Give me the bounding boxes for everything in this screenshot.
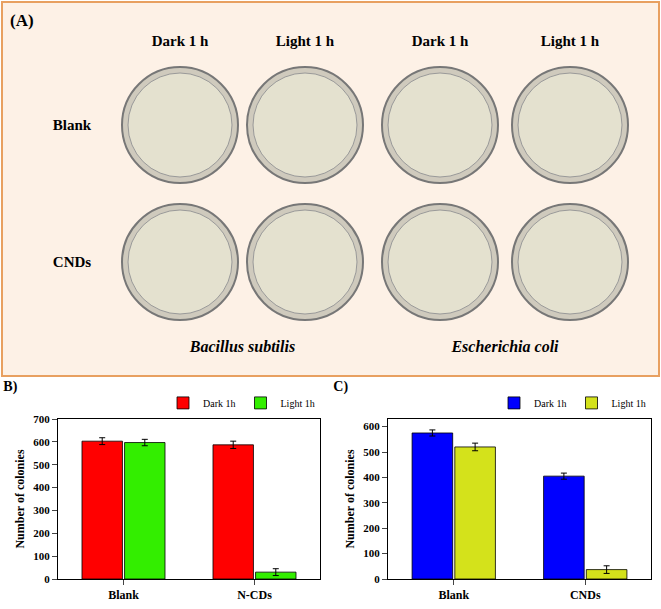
svg-text:C): C): [333, 379, 348, 395]
svg-text:200: 200: [363, 522, 380, 534]
svg-text:CNDs: CNDs: [53, 254, 91, 270]
svg-text:Light 1 h: Light 1 h: [276, 33, 335, 49]
svg-text:Dark 1 h: Dark 1 h: [412, 33, 469, 49]
svg-text:Bacillus subtilis: Bacillus subtilis: [189, 338, 295, 355]
svg-text:CNDs: CNDs: [570, 588, 601, 602]
svg-text:400: 400: [33, 481, 50, 493]
svg-text:(A): (A): [10, 11, 34, 30]
svg-text:0: 0: [44, 573, 50, 585]
svg-text:Number of colonies: Number of colonies: [343, 449, 357, 548]
svg-text:500: 500: [363, 446, 380, 458]
svg-text:100: 100: [363, 547, 380, 559]
svg-text:Dark 1h: Dark 1h: [534, 398, 567, 409]
svg-text:B): B): [3, 379, 17, 395]
svg-text:Blank: Blank: [438, 588, 469, 602]
svg-text:Escherichia coli: Escherichia coli: [450, 338, 559, 355]
svg-text:0: 0: [374, 573, 380, 585]
svg-text:100: 100: [33, 550, 50, 562]
svg-text:Light 1h: Light 1h: [612, 398, 646, 409]
svg-text:300: 300: [33, 504, 50, 516]
svg-text:Number of colonies: Number of colonies: [13, 449, 27, 548]
svg-text:600: 600: [363, 420, 380, 432]
svg-text:Light 1 h: Light 1 h: [541, 33, 600, 49]
svg-text:N-CDs: N-CDs: [237, 588, 272, 602]
svg-text:Dark 1h: Dark 1h: [203, 398, 236, 409]
svg-text:Light 1h: Light 1h: [281, 398, 315, 409]
svg-text:Blank: Blank: [53, 117, 92, 133]
svg-text:200: 200: [33, 527, 50, 539]
svg-text:300: 300: [363, 497, 380, 509]
svg-text:Dark 1 h: Dark 1 h: [152, 33, 209, 49]
svg-text:700: 700: [33, 413, 50, 425]
svg-text:500: 500: [33, 459, 50, 471]
svg-text:Blank: Blank: [108, 588, 139, 602]
svg-text:600: 600: [33, 436, 50, 448]
svg-text:400: 400: [363, 471, 380, 483]
